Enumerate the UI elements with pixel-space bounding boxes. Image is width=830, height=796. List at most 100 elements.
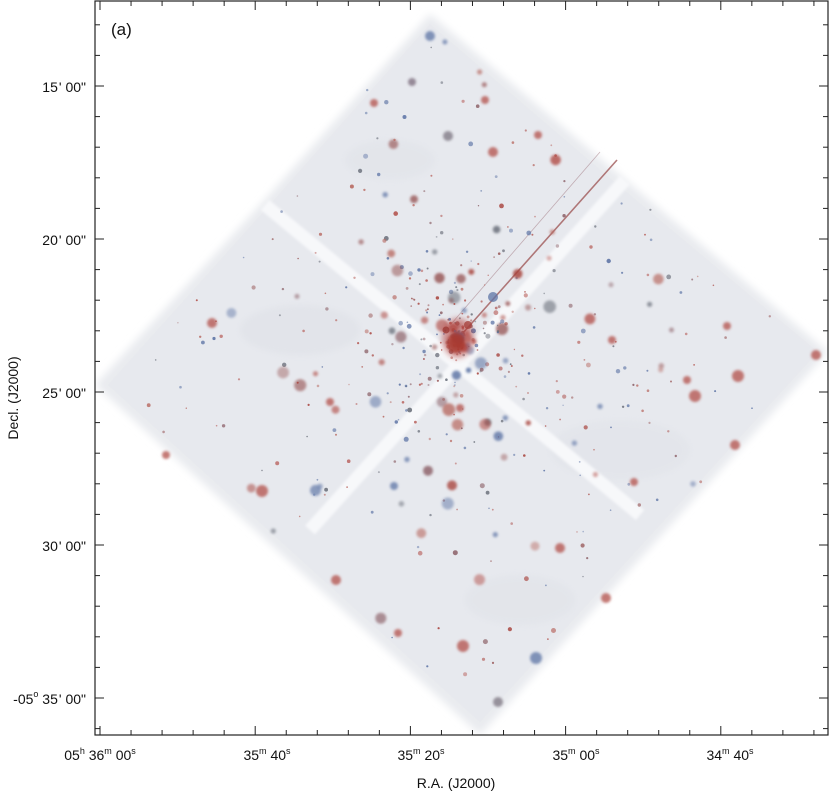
star: [321, 366, 324, 368]
star: [483, 284, 486, 286]
star: [515, 385, 518, 388]
star: [500, 319, 505, 324]
star: [429, 513, 432, 517]
star: [505, 301, 511, 307]
star: [693, 364, 695, 366]
star: [442, 403, 456, 416]
star: [195, 299, 198, 302]
star: [382, 415, 385, 418]
star: [412, 298, 414, 300]
star: [580, 543, 585, 548]
bright-star: [370, 99, 378, 107]
star: [442, 39, 448, 45]
star: [406, 321, 409, 324]
star: [646, 389, 650, 393]
star: [531, 233, 534, 236]
star: [332, 428, 337, 432]
star: [413, 298, 416, 301]
star: [502, 249, 505, 253]
bright-star: [331, 575, 341, 585]
star: [474, 343, 479, 348]
star: [369, 396, 382, 408]
star: [497, 305, 501, 309]
star: [361, 366, 364, 368]
star: [364, 111, 368, 115]
star: [324, 292, 327, 295]
star: [562, 394, 567, 399]
star: [453, 413, 455, 416]
star: [408, 271, 413, 276]
star: [493, 256, 495, 258]
star: [430, 46, 433, 49]
star: [451, 419, 464, 431]
bright-star: [390, 482, 398, 490]
star: [523, 293, 528, 298]
star: [314, 251, 317, 254]
star: [442, 303, 444, 306]
star: [453, 281, 456, 284]
star: [316, 384, 320, 388]
star: [371, 354, 374, 357]
satellite-streak: [462, 159, 618, 334]
star: [275, 461, 280, 466]
star: [451, 370, 461, 380]
star: [551, 628, 556, 633]
star: [593, 448, 595, 451]
star: [594, 225, 597, 228]
star: [466, 315, 470, 319]
star: [461, 312, 464, 315]
star: [409, 383, 412, 386]
star: [606, 258, 611, 264]
star: [296, 381, 299, 384]
star: [370, 510, 374, 514]
bright-star: [408, 78, 416, 86]
star: [525, 304, 532, 311]
star: [699, 480, 703, 484]
star: [312, 371, 319, 377]
star: [609, 509, 612, 512]
star: [632, 383, 635, 386]
star: [559, 418, 561, 421]
star: [674, 454, 677, 458]
star: [546, 255, 552, 261]
star: [691, 278, 694, 281]
star: [423, 358, 425, 360]
star: [376, 137, 379, 140]
star: [658, 367, 664, 373]
star: [423, 465, 433, 476]
star: [420, 338, 423, 341]
star: [377, 471, 380, 474]
star: [324, 487, 328, 492]
star: [621, 405, 625, 408]
star: [418, 283, 421, 286]
bright-star: [730, 440, 740, 450]
star: [438, 314, 441, 316]
star: [666, 274, 672, 280]
star: [280, 210, 283, 213]
star: [646, 369, 649, 372]
star: [215, 424, 218, 427]
bright-star: [601, 593, 611, 603]
star: [493, 310, 499, 316]
star: [391, 264, 404, 277]
star: [201, 340, 205, 345]
star: [610, 426, 612, 429]
star: [477, 262, 480, 266]
star: [349, 184, 354, 189]
star: [503, 375, 507, 378]
star: [298, 515, 301, 518]
star: [511, 310, 514, 313]
star: [470, 319, 473, 322]
star: [507, 627, 512, 632]
star: [370, 272, 375, 277]
star: [465, 367, 472, 373]
star: [430, 174, 433, 177]
star: [454, 381, 456, 384]
star: [363, 153, 369, 159]
star: [388, 139, 399, 149]
star: [436, 333, 438, 336]
star: [425, 279, 428, 282]
star: [405, 409, 408, 412]
star: [296, 195, 299, 197]
bright-star: [608, 336, 616, 344]
